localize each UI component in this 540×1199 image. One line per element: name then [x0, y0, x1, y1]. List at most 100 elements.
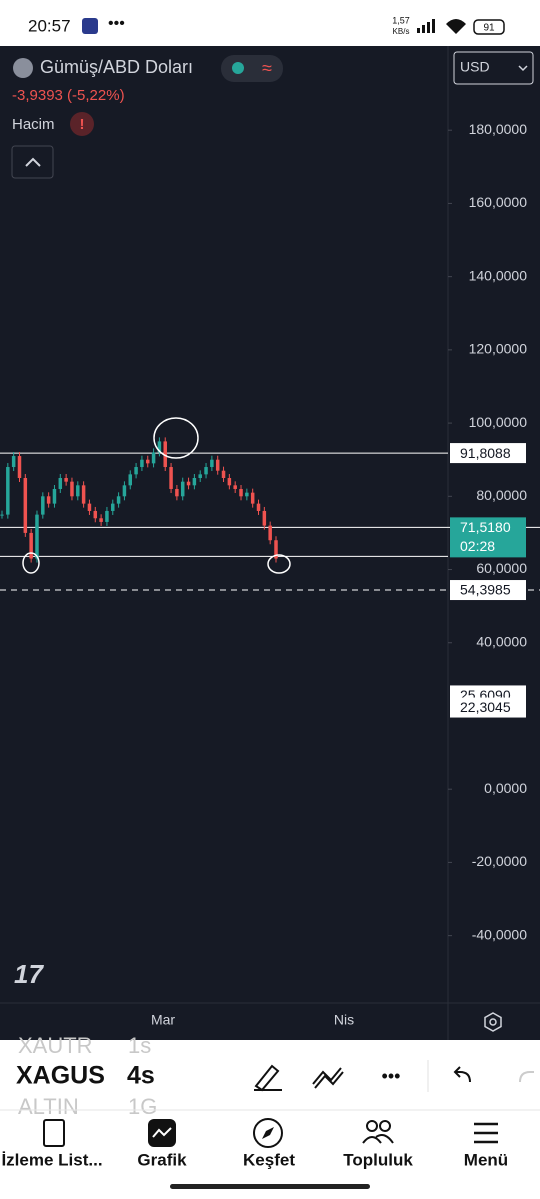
candle [105, 510, 109, 522]
candle [116, 496, 121, 504]
candle [268, 525, 272, 541]
countdown: 02:28 [460, 538, 495, 554]
watch-interval[interactable]: 4s [127, 1062, 155, 1090]
home-indicator [170, 1184, 370, 1189]
candle [221, 470, 226, 479]
candle [210, 459, 214, 468]
nav-icon-line [152, 1127, 172, 1138]
delay-icon: ≈ [262, 58, 272, 78]
price-label-box [450, 517, 526, 558]
volume-label[interactable]: Hacim [12, 116, 55, 133]
candle [122, 485, 127, 497]
currency-select[interactable] [453, 51, 534, 85]
candle [52, 488, 57, 504]
symbol[interactable]: Gümüş/ABD Doları [40, 57, 193, 77]
nav-item[interactable]: Menü [464, 1150, 508, 1169]
nav-bar: İzleme List... Grafik Keşfet Topluluk Menü [1, 1150, 508, 1169]
price-label-box [450, 697, 526, 718]
y-tick-label: 180,0000 [469, 121, 528, 137]
y-tick-label: 80,0000 [476, 487, 527, 503]
y-tick-label: 160,0000 [469, 194, 528, 210]
candle [58, 478, 63, 489]
toolbar [0, 1040, 540, 1110]
watch-symbol[interactable]: XAUTR [18, 1033, 93, 1058]
candle [0, 514, 4, 516]
candle [157, 441, 162, 453]
candle [111, 503, 115, 511]
drawn-circle [22, 552, 40, 574]
nav-item[interactable]: Keşfet [243, 1150, 295, 1169]
price-label: 22,3045 [460, 699, 511, 715]
y-tick-label: -20,0000 [472, 853, 527, 869]
nav-icon-needle [262, 1127, 274, 1139]
nav-icon [253, 1118, 283, 1148]
candle [23, 478, 28, 533]
nav-item[interactable]: Grafik [137, 1150, 187, 1169]
y-tick-label: 120,0000 [469, 341, 528, 357]
candle [192, 478, 197, 486]
market-open-dot [232, 62, 244, 74]
price-label-box [450, 580, 526, 601]
candle [6, 467, 10, 515]
candle [175, 488, 179, 497]
watch-symbol[interactable]: ALTIN [18, 1094, 79, 1119]
time: 20:57 [28, 16, 71, 35]
watch-interval[interactable]: 1G [128, 1094, 157, 1119]
candle [186, 481, 191, 486]
nav-item[interactable]: Topluluk [343, 1150, 413, 1169]
trend-tool[interactable] [312, 1067, 344, 1089]
x-tick-label: Nis [334, 1012, 354, 1028]
candle [76, 485, 80, 497]
signal [417, 19, 435, 33]
collapse-button[interactable] [11, 145, 54, 179]
candle [46, 496, 51, 504]
candle [17, 456, 22, 479]
nav-icon [366, 1120, 378, 1132]
y-tick-label: 60,0000 [476, 560, 527, 576]
price-label: 71,5180 [460, 519, 511, 535]
x-tick-label: Mar [151, 1012, 175, 1028]
price-change: -3,9393 (-5,22%) [12, 87, 125, 104]
status-pill[interactable] [221, 55, 283, 82]
nav-item[interactable]: İzleme List... [1, 1150, 102, 1169]
price-label-box [450, 443, 526, 464]
y-tick-label: 140,0000 [469, 267, 528, 283]
candle [215, 459, 220, 471]
candle [128, 474, 133, 486]
candle [227, 478, 232, 486]
candle [245, 492, 249, 497]
drawn-circle [267, 554, 291, 574]
candle [204, 467, 208, 475]
redo[interactable] [519, 1071, 534, 1083]
watch-interval[interactable]: 1s [128, 1033, 151, 1058]
candle [151, 452, 156, 464]
candle [256, 503, 261, 511]
candle [262, 510, 267, 526]
currency: USD [460, 59, 490, 75]
candle [87, 503, 92, 511]
tv-logo: 17 [14, 959, 44, 989]
battery-level: 91 [483, 23, 495, 34]
candle [198, 474, 202, 479]
candle [35, 514, 39, 559]
app-icon [82, 18, 98, 34]
candle [70, 481, 74, 497]
candle [250, 492, 255, 504]
symbol-icon [13, 58, 33, 78]
battery [473, 19, 505, 35]
candle [140, 459, 144, 468]
undo[interactable] [453, 1066, 471, 1083]
nav-icon [379, 1120, 391, 1132]
watch-symbol[interactable]: XAGUS [16, 1062, 105, 1090]
plot: 180,0000 160,0000 140,0000 120,0000 100,0000… [0, 121, 540, 1028]
draw-tool[interactable] [254, 1064, 282, 1092]
chevron-up [25, 157, 41, 167]
dropdown-arrow [518, 65, 528, 72]
volume-warning[interactable] [70, 112, 94, 136]
more-tools[interactable]: ••• [382, 1066, 401, 1086]
candle [64, 478, 68, 482]
wifi [446, 19, 466, 34]
nav-icon [474, 1122, 498, 1144]
candle [233, 485, 237, 489]
settings-icon [484, 1012, 502, 1032]
